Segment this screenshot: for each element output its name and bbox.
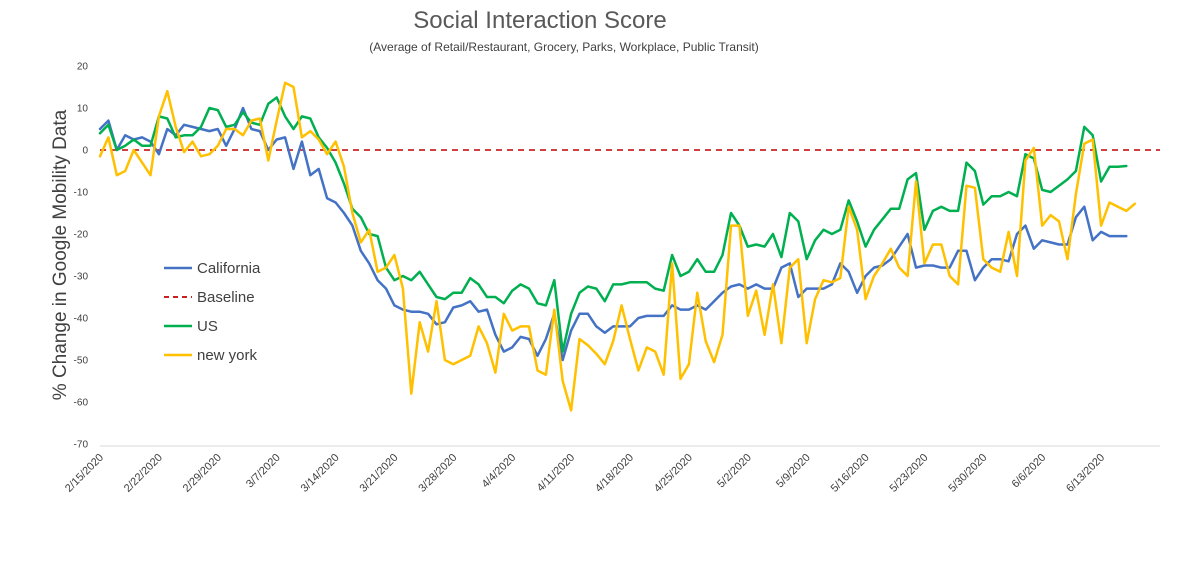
x-tick-label: 4/11/2020 [535,452,578,495]
series-line-us [98,96,1128,353]
legend-label-us: US [197,318,218,335]
y-tick-label: -50 [74,356,89,367]
series-line-new-york [98,81,1137,412]
x-tick-label: 5/23/2020 [887,452,930,495]
x-tick-label: 5/2/2020 [715,452,754,491]
legend: California Baseline US new york [164,260,261,364]
y-tick-label: -20 [74,230,89,241]
y-tick-label: -40 [74,314,89,325]
x-tick-label: 3/7/2020 [244,452,283,491]
x-tick-label: 2/29/2020 [181,452,224,495]
x-tick-label: 5/16/2020 [829,452,872,495]
x-tick-label: 3/21/2020 [357,452,400,495]
y-tick-label: -70 [74,440,89,451]
x-tick-label: 4/18/2020 [593,452,636,495]
x-tick-label: 2/15/2020 [63,452,106,495]
x-tick-label: 6/13/2020 [1064,452,1107,495]
x-tick-label: 3/28/2020 [416,452,459,495]
x-tick-label: 5/30/2020 [946,452,989,495]
y-tick-label: 0 [82,146,88,157]
y-tick-group: 20 10 0 -10 -20 -30 -40 -50 -60 -70 [74,62,89,451]
x-axis-group: 2/15/2020 2/22/2020 2/29/2020 3/7/2020 3/14/… [63,445,1160,495]
legend-label-baseline: Baseline [197,289,255,306]
y-tick-label: -60 [74,398,89,409]
series-group [98,81,1160,412]
x-tick-label: 3/14/2020 [299,452,342,495]
chart-subtitle: (Average of Retail/Restaurant, Grocery, … [369,40,758,54]
chart-title: Social Interaction Score [413,7,666,34]
y-tick-label: 10 [77,104,89,115]
x-tick-label: 6/6/2020 [1010,452,1049,491]
y-tick-label: -10 [74,188,89,199]
y-axis-label: % Change in Google Mobility Data [50,109,71,400]
legend-label-california: California [197,260,261,277]
series-line-california [98,106,1128,362]
y-tick-label: 20 [77,62,89,73]
x-tick-label: 4/4/2020 [480,452,519,491]
legend-label-new-york: new york [197,347,258,364]
x-tick-label: 5/9/2020 [774,452,813,491]
y-tick-label: -30 [74,272,89,283]
x-tick-label: 4/25/2020 [652,452,695,495]
x-tick-label: 2/22/2020 [122,452,165,495]
